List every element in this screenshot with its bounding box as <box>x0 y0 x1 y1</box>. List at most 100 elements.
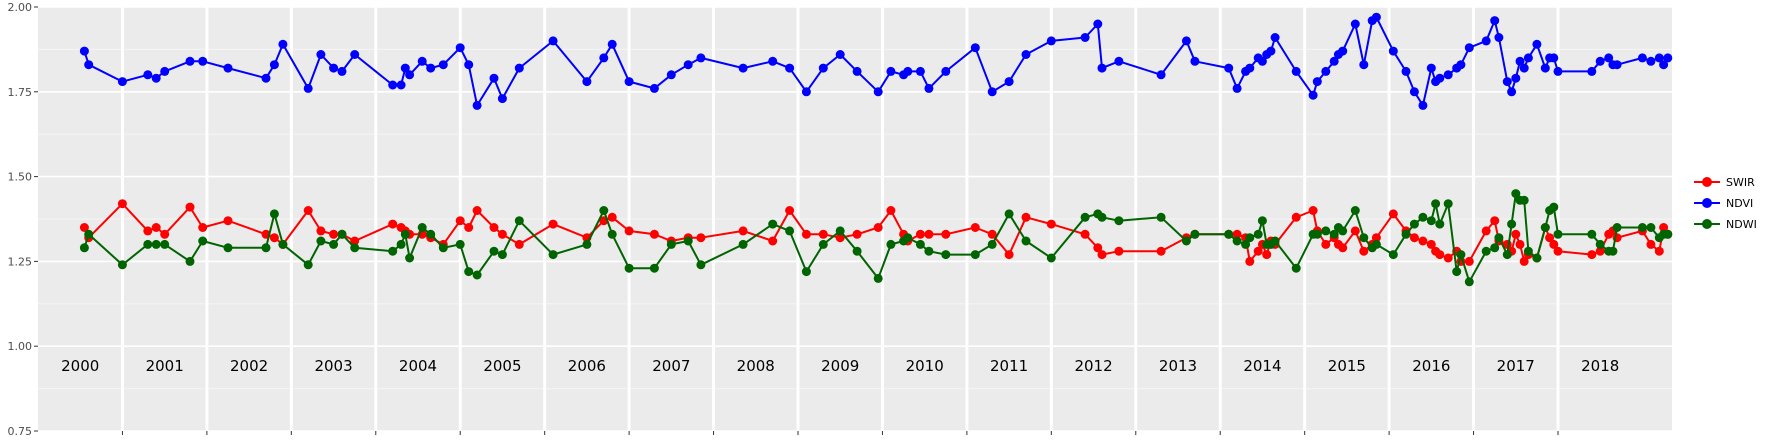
ndvi-point <box>1388 46 1398 56</box>
ndwi-point <box>801 267 811 277</box>
swir-point <box>1371 233 1381 243</box>
swir-point <box>1253 246 1263 256</box>
ndwi-point <box>1435 219 1445 229</box>
swir-point <box>970 223 980 232</box>
ndvi-point <box>405 70 415 80</box>
ndvi-point <box>548 36 558 46</box>
ndwi-point <box>1608 246 1618 256</box>
swir-point <box>117 199 127 209</box>
ndvi-point <box>426 63 436 73</box>
ndwi-point <box>417 223 427 232</box>
year-label: 2008 <box>737 357 775 375</box>
ndvi-point <box>1481 36 1491 46</box>
swir-point <box>1519 256 1529 266</box>
swir-point <box>924 229 934 239</box>
ndwi-point <box>1494 233 1504 243</box>
swir-point <box>886 206 896 215</box>
ndwi-point <box>1312 229 1322 239</box>
ndwi-point <box>649 263 659 273</box>
ndvi-point <box>1519 63 1529 73</box>
ndvi-point <box>489 73 499 83</box>
ndwi-point <box>143 239 153 249</box>
ndvi-point <box>1553 66 1563 76</box>
ndwi-point <box>1291 263 1301 273</box>
ndvi-point <box>1426 63 1436 73</box>
ndvi-point <box>1490 16 1500 26</box>
ndwi-point <box>666 239 676 249</box>
ndwi-point <box>1646 223 1656 232</box>
swir-point <box>801 229 811 239</box>
swir-point <box>1004 250 1014 260</box>
ndwi-point <box>941 250 951 260</box>
ndwi-point <box>1338 226 1348 236</box>
ndwi-point <box>1371 239 1381 249</box>
swir-point <box>941 229 951 239</box>
year-label: 2004 <box>399 357 437 375</box>
ndvi-point <box>1266 46 1276 56</box>
ndvi-point <box>1093 19 1103 29</box>
ndwi-point <box>1401 229 1411 239</box>
year-label: 2002 <box>230 357 268 375</box>
ndwi-point <box>1046 253 1056 263</box>
ndwi-point <box>903 233 913 243</box>
swir-point <box>1515 239 1525 249</box>
ndvi-point <box>1114 56 1124 66</box>
ndwi-point <box>1637 223 1647 232</box>
ndvi-point <box>316 50 326 59</box>
ndvi-point <box>1523 53 1533 63</box>
swir-point <box>1426 239 1436 249</box>
ndvi-point <box>497 94 507 104</box>
ndvi-point <box>987 87 997 97</box>
year-label: 2011 <box>990 357 1028 375</box>
ndwi-point <box>337 229 347 239</box>
ndwi-point <box>303 260 313 270</box>
ndvi-point <box>514 63 524 73</box>
y-tick-label: 1.25 <box>8 255 33 268</box>
year-label: 2014 <box>1243 357 1281 375</box>
swir-point <box>329 229 339 239</box>
ndvi-point <box>852 66 862 76</box>
ndvi-point <box>1371 12 1381 22</box>
ndvi-point <box>1338 46 1348 56</box>
ndvi-point <box>185 56 195 66</box>
ndwi-point <box>198 236 208 246</box>
ndwi-point <box>514 216 524 226</box>
ndwi-point <box>1481 246 1491 256</box>
ndwi-point <box>768 219 778 229</box>
ndvi-point <box>818 63 828 73</box>
swir-point <box>1435 250 1445 260</box>
ndwi-point <box>400 229 410 239</box>
swir-point <box>852 229 862 239</box>
ndvi-point <box>1654 53 1664 63</box>
ndwi-point <box>1388 250 1398 260</box>
ndvi-point <box>1004 77 1014 87</box>
ndwi-point <box>1253 229 1263 239</box>
ndvi-point <box>1532 39 1542 49</box>
year-label: 2012 <box>1074 357 1112 375</box>
ndwi-point <box>84 229 94 239</box>
y-tick-label: 1.50 <box>8 171 33 184</box>
ndvi-point <box>223 63 233 73</box>
swir-point <box>607 212 617 222</box>
ndwi-point <box>1232 236 1242 246</box>
ndvi-point <box>1291 66 1301 76</box>
swir-point <box>303 206 313 215</box>
swir-point <box>548 219 558 229</box>
swir-point <box>1464 256 1474 266</box>
swir-point <box>1291 212 1301 222</box>
ndvi-point <box>1190 56 1200 66</box>
ndvi-point <box>417 56 427 66</box>
ndwi-point <box>1587 229 1597 239</box>
ndwi-point <box>185 256 195 266</box>
y-axis: 0.75 1.00 1.25 1.50 1.75 2.00 <box>8 1 1559 438</box>
ndwi-point <box>1612 223 1622 232</box>
ndvi-point <box>303 83 313 93</box>
ndvi-point <box>903 66 913 76</box>
swir-point <box>1549 239 1559 249</box>
ndwi-point <box>1004 209 1014 219</box>
ndvi-point <box>388 80 398 90</box>
swir-point <box>489 223 499 232</box>
ndwi-point <box>987 239 997 249</box>
ndvi-point <box>198 56 208 66</box>
ndwi-point <box>405 253 415 263</box>
